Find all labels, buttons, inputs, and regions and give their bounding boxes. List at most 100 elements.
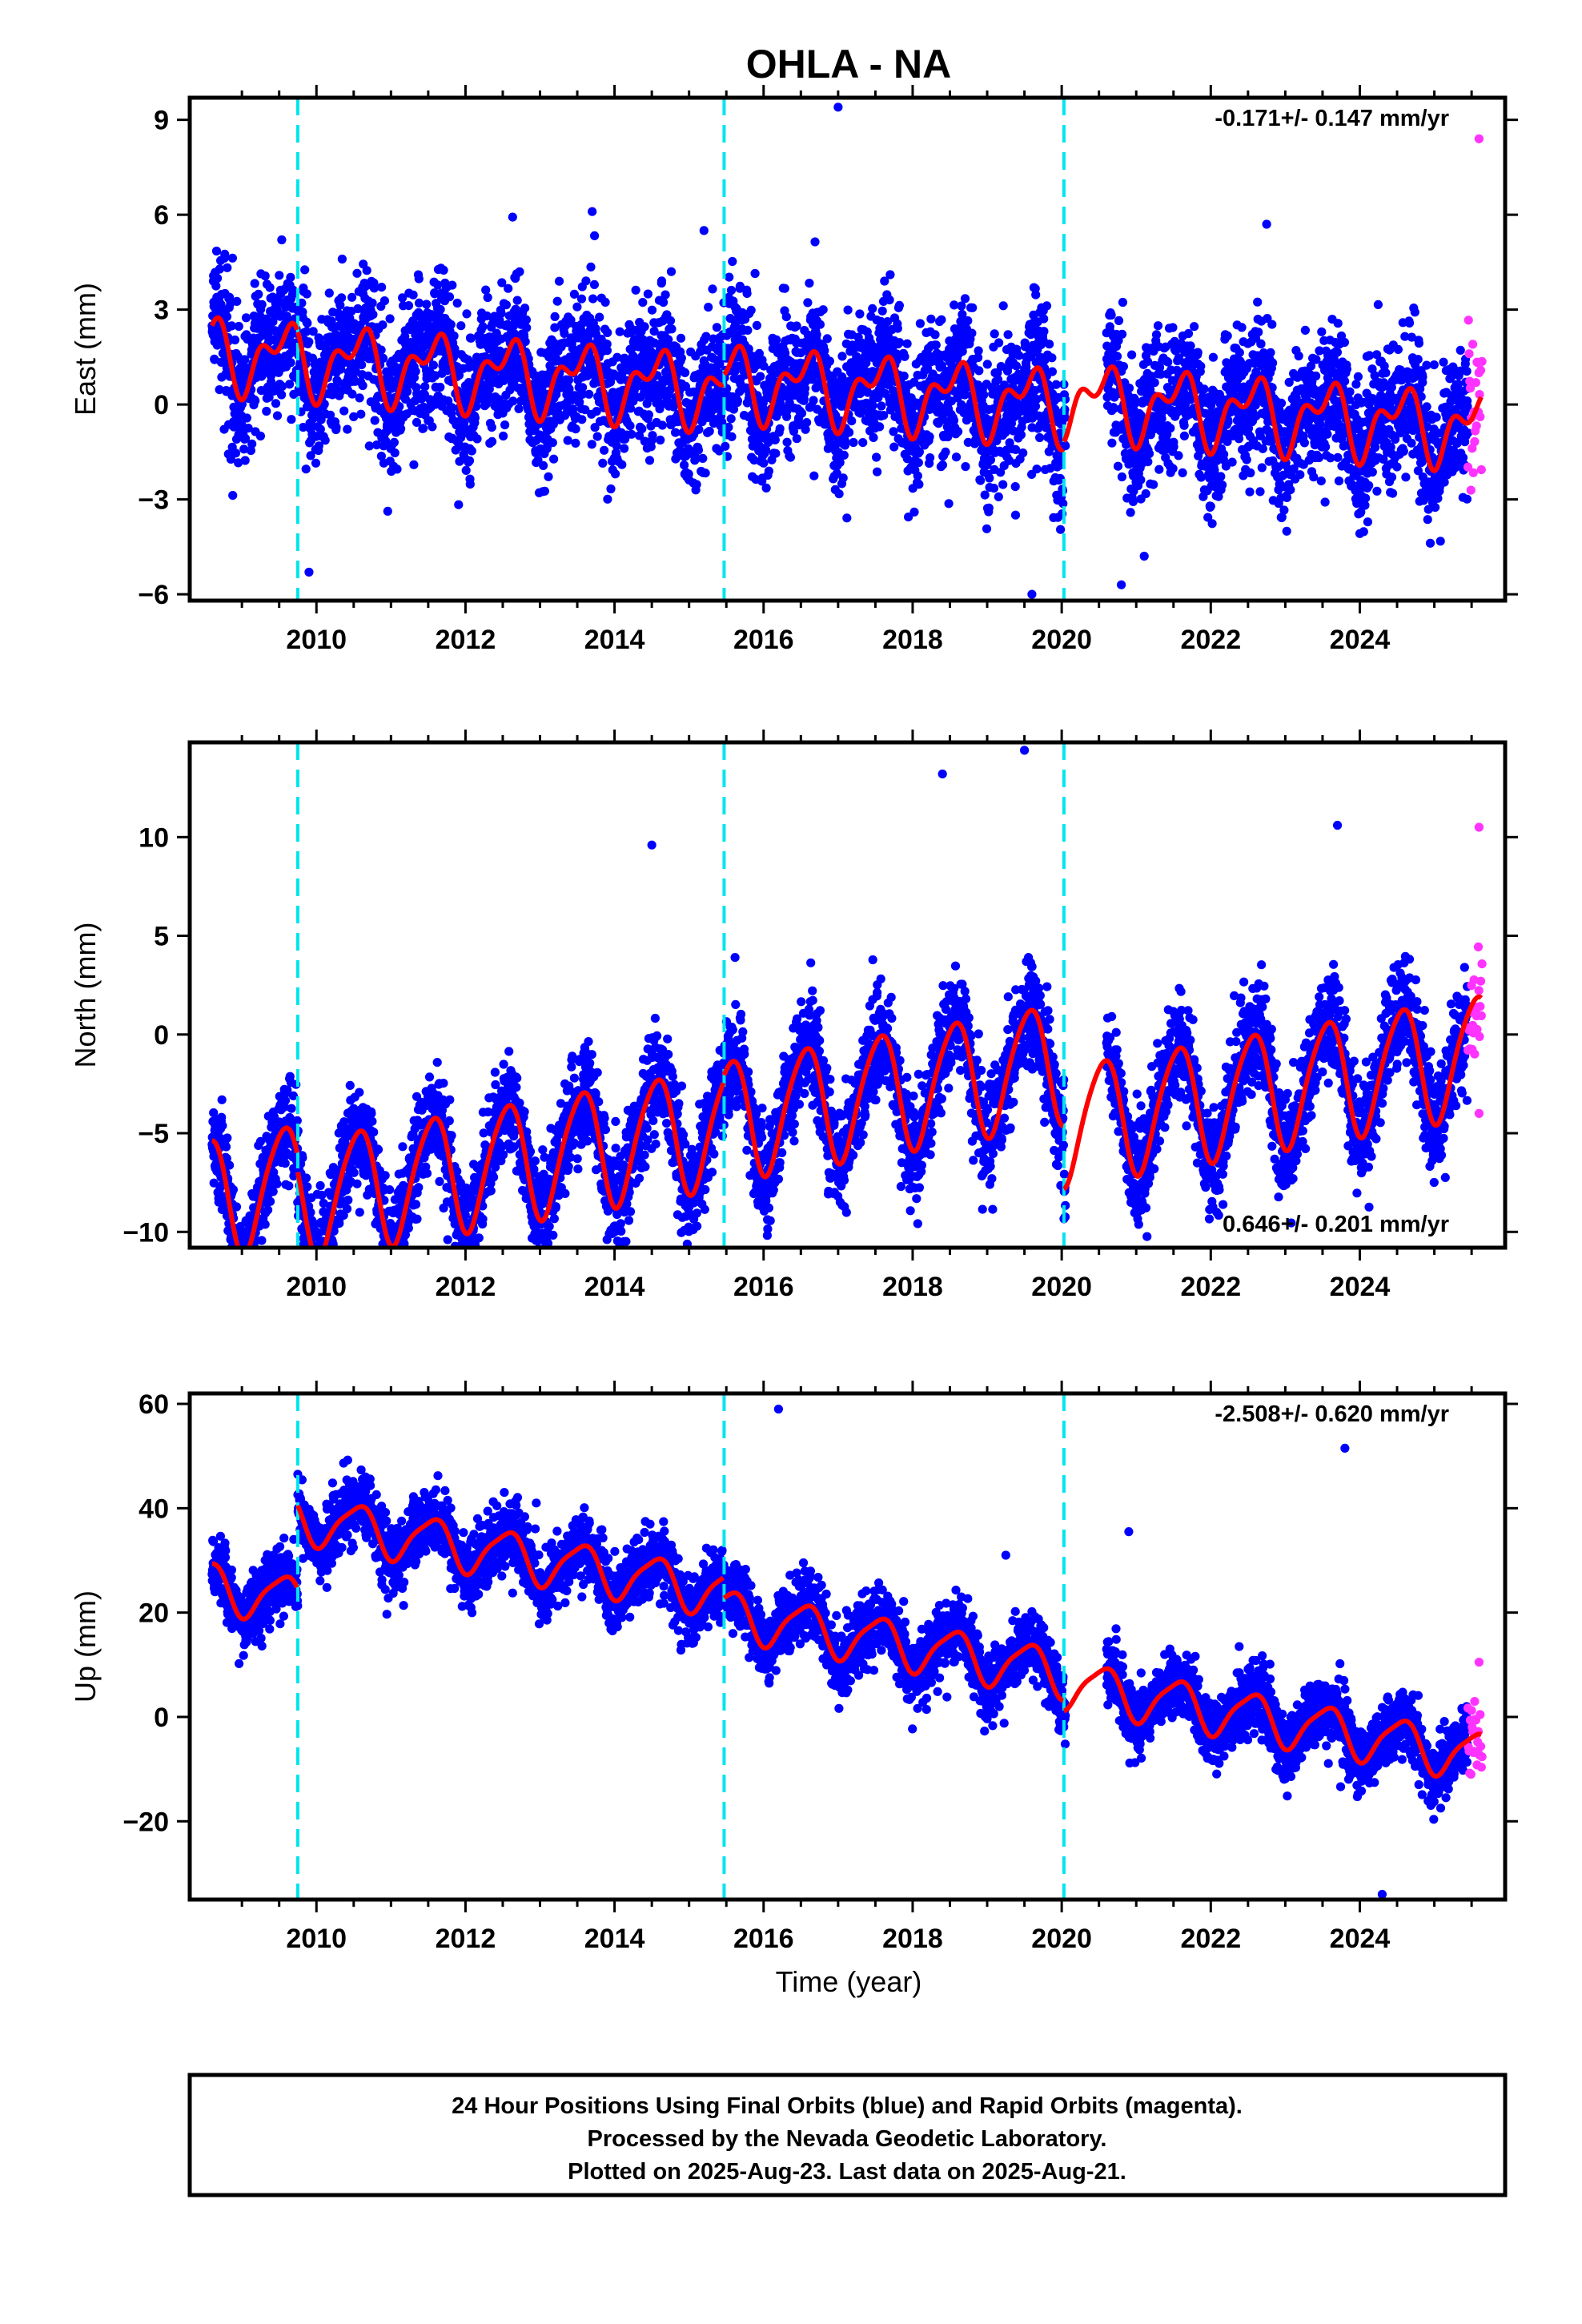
data-point [211,246,222,256]
chart-title: OHLA - NA [746,42,951,86]
data-point [1113,461,1123,471]
data-point [215,385,224,395]
data-point [420,382,430,392]
data-point [564,384,574,394]
data-point [472,434,482,444]
data-point [880,324,889,333]
data-point [404,301,414,311]
data-point [659,297,669,308]
data-point [1277,513,1287,522]
data-point [379,296,389,306]
data-point [347,292,357,302]
data-point [982,524,992,533]
data-point [331,422,341,432]
data-point [1258,444,1267,453]
data-point [1130,398,1140,408]
data-point [839,450,849,460]
data-point [667,324,677,334]
data-point [508,396,518,406]
data-point [944,499,954,509]
data-point [520,337,530,347]
data-point [431,371,440,380]
data-point [602,346,612,356]
data-point [960,294,970,304]
data-point [815,320,825,329]
data-point [600,445,609,455]
data-point [1323,429,1332,439]
data-point [320,436,330,445]
data-point [893,324,902,333]
data-point [649,327,659,336]
data-point [665,316,676,326]
data-point [805,279,814,288]
data-point [368,310,378,320]
data-point [226,454,235,464]
data-point [729,404,739,414]
data-point [803,298,813,308]
data-point [837,372,847,382]
data-point [462,309,472,319]
data-point [761,483,771,493]
data-point [584,389,594,399]
data-point [1124,384,1134,393]
data-point [515,267,524,276]
data-point [299,423,308,432]
data-point [246,446,255,456]
data-point [1237,323,1247,332]
data-point [1047,367,1057,376]
data-point [873,467,882,476]
data-point [357,360,367,370]
data-point [396,424,406,433]
data-point [1157,414,1166,424]
data-point [1011,444,1021,455]
data-point [422,300,432,309]
data-point [1058,499,1068,509]
data-point [1153,321,1163,331]
data-point [480,352,490,361]
data-point [569,289,580,299]
data-point [1039,314,1049,324]
data-point [1340,376,1350,386]
data-point [1315,346,1324,356]
data-point [1317,327,1327,336]
data-point [385,314,395,324]
data-point [428,422,437,432]
data-point [240,433,251,444]
data-point [877,306,887,316]
data-point [615,327,624,336]
data-point [873,392,883,403]
data-point [982,360,992,369]
data-point [1339,337,1349,348]
data-point [1031,290,1041,300]
data-point [590,423,600,432]
data-point [782,437,792,447]
data-point [1256,339,1266,349]
data-point [1149,480,1158,489]
data-point [588,294,598,304]
data-point [540,486,550,496]
data-point [1245,487,1255,497]
data-point [704,303,713,312]
data-point [781,312,791,322]
data-point [855,309,865,319]
data-point [994,492,1003,502]
data-point [600,297,610,307]
data-point [1306,361,1316,371]
data-point [625,404,636,413]
data-point [580,405,590,415]
data-point [272,411,283,420]
data-point [452,298,462,308]
data-point [286,358,295,368]
data-point [389,437,399,448]
data-point [1163,357,1173,367]
data-point [333,377,343,387]
data-point [759,361,769,371]
data-point [1279,470,1288,480]
data-point [383,506,392,517]
data-point [288,285,298,295]
data-point [454,500,464,509]
data-point [721,441,730,451]
data-point [240,355,250,364]
data-point [571,424,580,434]
data-point [767,455,777,464]
